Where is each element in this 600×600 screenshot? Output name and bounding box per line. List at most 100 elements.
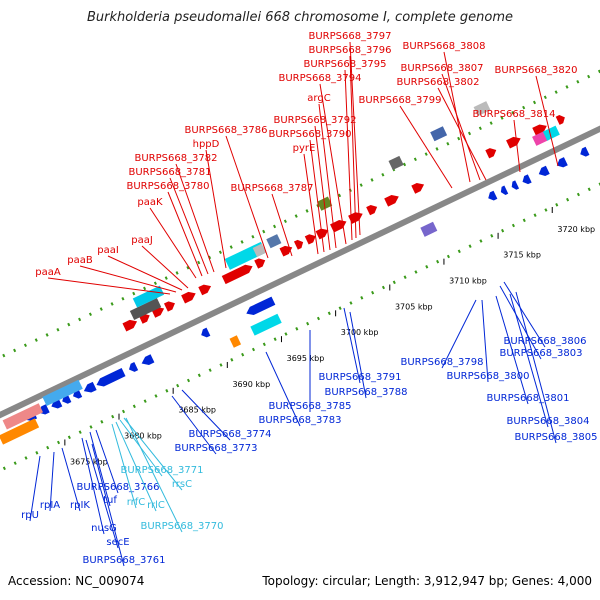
top-label-24: BURPS668_3814 — [472, 109, 555, 120]
bottom-label-17-leader — [91, 443, 125, 567]
reverse-gene-8-shape — [141, 354, 155, 365]
cyan-block-a — [132, 285, 165, 308]
top-label-3-leader — [319, 83, 347, 245]
outer-dotted-ring — [0, 69, 600, 360]
top-label-3: BURPS668_3794 — [278, 73, 361, 84]
backbone-highlight — [0, 132, 600, 420]
bottom-label-8: BURPS668_3774 — [188, 429, 271, 440]
top-label-2-leader — [344, 69, 353, 241]
top-label-20: BURPS668_3807 — [400, 63, 483, 74]
reverse-gene-5 — [83, 381, 97, 393]
navy-block-shape — [430, 126, 448, 142]
forward-gene-7 — [254, 258, 266, 269]
top-label-18-leader — [47, 277, 171, 295]
forward-gene-9-shape — [293, 239, 304, 250]
reverse-gene-6-shape — [96, 368, 126, 387]
rna-label-4-leader — [125, 417, 183, 533]
orange-block-shape — [0, 418, 40, 445]
top-label-18: paaA — [35, 267, 61, 278]
orange-block-b-shape — [229, 335, 242, 348]
reverse-gene-17-shape — [580, 146, 590, 157]
rna-label-1-leader — [123, 417, 183, 491]
navy-block — [430, 126, 448, 142]
forward-gene-0 — [122, 319, 138, 332]
top-label-15: paaJ — [131, 235, 153, 246]
top-label-4: argC — [307, 93, 330, 104]
forward-gene-7-shape — [254, 258, 266, 269]
top-label-19: BURPS668_3808 — [402, 41, 485, 52]
forward-gene-15-shape — [384, 195, 399, 207]
top-label-9-leader — [205, 149, 227, 269]
rna-label-4: BURPS668_3770 — [140, 521, 223, 532]
top-label-23-leader — [535, 75, 559, 167]
grey-block-c — [473, 101, 491, 117]
forward-gene-5 — [198, 284, 212, 296]
top-label-14-leader — [271, 193, 293, 257]
grey-block-a-shape — [129, 298, 162, 320]
top-label-7: pyrE — [293, 143, 316, 154]
forward-gene-6 — [221, 264, 253, 285]
top-label-7-leader — [303, 153, 319, 255]
bottom-label-15: nusG — [91, 523, 117, 534]
scale-tick-label: 3690 kbp — [232, 380, 270, 389]
reverse-gene-8 — [141, 354, 155, 365]
rna-label-0: BURPS668_3771 — [120, 465, 203, 476]
lightblue-block-shape — [42, 379, 83, 407]
top-label-6: BURPS668_3790 — [268, 129, 351, 140]
top-label-0-leader — [349, 41, 361, 236]
reverse-gene-7-shape — [128, 362, 139, 372]
bottom-label-11-leader — [509, 293, 549, 428]
reverse-gene-9 — [201, 327, 211, 338]
reverse-gene-13-shape — [511, 180, 520, 190]
top-label-1: BURPS668_3796 — [308, 45, 391, 56]
reverse-gene-11 — [488, 190, 498, 201]
forward-gene-18 — [506, 136, 521, 149]
reverse-gene-11-shape — [488, 190, 498, 201]
forward-gene-17-shape — [485, 148, 497, 159]
purple-block-shape — [420, 221, 438, 237]
reverse-gene-16 — [556, 157, 568, 168]
cyan-block-c — [250, 313, 282, 336]
bottom-label-5-leader — [349, 311, 367, 399]
forward-gene-5-shape — [198, 284, 212, 296]
reverse-gene-9-shape — [201, 327, 211, 338]
top-label-20-leader — [441, 73, 481, 181]
dark-grey-block — [388, 155, 404, 171]
top-label-12: BURPS668_3780 — [126, 181, 209, 192]
reverse-gene-13 — [511, 180, 520, 190]
lightblue-block — [42, 379, 83, 407]
top-label-22-leader — [399, 105, 453, 189]
top-label-21: BURPS668_3802 — [396, 77, 479, 88]
forward-gene-16 — [411, 182, 425, 194]
scale-tick-label: 3680 kbp — [124, 431, 162, 440]
bottom-label-5: BURPS668_3788 — [324, 387, 407, 398]
grey-block-b — [252, 243, 267, 257]
reverse-gene-14 — [522, 174, 532, 185]
top-label-22: BURPS668_3799 — [358, 95, 441, 106]
bottom-label-9-leader — [171, 395, 217, 455]
chromosome-backbone — [0, 125, 600, 419]
rna-label-2-leader — [111, 423, 137, 509]
steel-block-shape — [266, 234, 282, 249]
orange-block — [0, 418, 40, 445]
scale-tick-label: 3705 kbp — [395, 302, 433, 311]
reverse-gene-15-shape — [538, 165, 550, 176]
scale-tick-label: 3720 kbp — [557, 225, 595, 234]
bottom-label-0: BURPS668_3806 — [503, 336, 586, 347]
bottom-label-13-leader — [95, 429, 119, 494]
pink-block-shape — [2, 403, 43, 430]
accession-text: Accession: NC_009074 — [8, 574, 145, 588]
orange-block-b — [229, 335, 242, 348]
reverse-gene-6 — [96, 368, 126, 387]
top-label-13: paaK — [137, 197, 163, 208]
top-label-2: BURPS668_3795 — [303, 59, 386, 70]
top-label-13-leader — [149, 207, 197, 279]
bottom-label-20: rpU — [21, 510, 39, 521]
bottom-label-19: rpIA — [40, 500, 60, 511]
reverse-gene-17 — [580, 146, 590, 157]
cyan-block-a-shape — [132, 285, 165, 308]
forward-gene-3 — [163, 301, 175, 312]
grey-block-c-shape — [473, 101, 491, 117]
forward-gene-16-shape — [411, 182, 425, 194]
forward-gene-14-shape — [366, 204, 378, 216]
